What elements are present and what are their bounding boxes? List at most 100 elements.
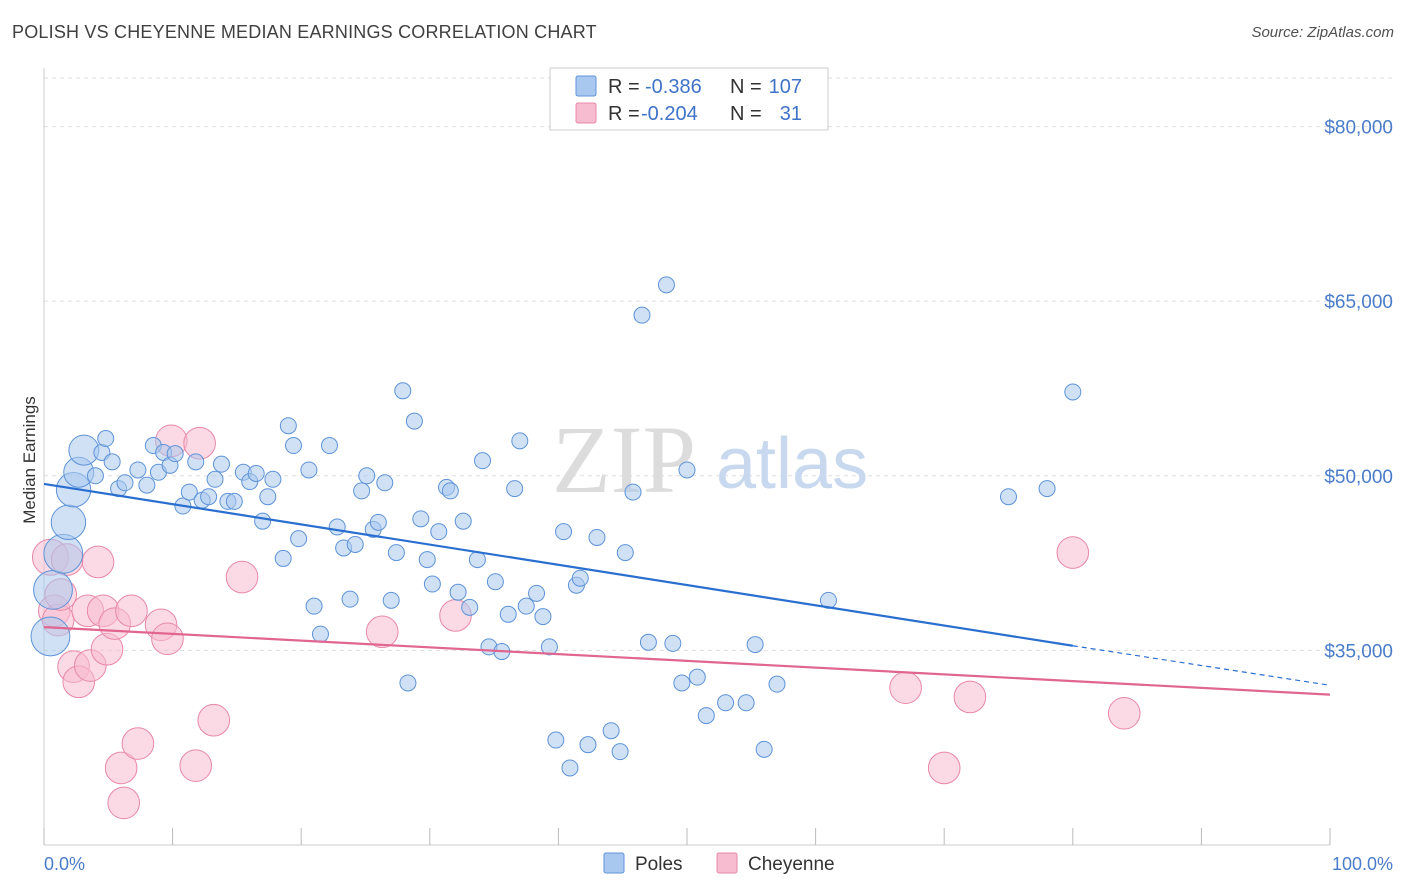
poles-point: [534, 608, 552, 626]
poles-point: [300, 461, 318, 479]
watermark-zip: ZIP: [552, 406, 696, 513]
poles-point: [382, 591, 400, 609]
cheyenne-point: [121, 727, 155, 760]
poles-point: [279, 417, 297, 435]
y-axis-label: Median Earnings: [20, 396, 39, 524]
poles-point: [697, 707, 715, 725]
cheyenne-point: [197, 703, 231, 737]
poles-point: [1000, 488, 1017, 506]
legend-r-label-poles: R =: [608, 76, 640, 98]
poles-point: [517, 597, 535, 615]
legend-swatch-poles: [575, 75, 597, 97]
poles-point: [328, 518, 346, 536]
poles-point: [616, 544, 634, 562]
poles-point: [555, 523, 573, 541]
poles-point: [346, 535, 364, 553]
poles-point: [664, 634, 682, 652]
cheyenne-point: [927, 751, 961, 785]
poles-point: [50, 504, 87, 541]
cheyenne-point: [365, 615, 399, 649]
poles-point: [290, 530, 308, 548]
poles-point: [633, 306, 651, 324]
trend-lines: [43, 482, 1331, 696]
poles-point: [1064, 383, 1082, 401]
poles-point: [43, 533, 84, 574]
series-legend: Poles Cheyenne: [603, 852, 835, 875]
poles-point: [341, 590, 359, 608]
poles-point: [33, 569, 73, 610]
legend-n-label-cheyenne: N =: [730, 103, 762, 125]
legend-r-value-cheyenne: -0.204: [641, 103, 698, 125]
cheyenne-point: [104, 751, 138, 785]
poles-point: [657, 276, 675, 294]
cheyenne-point: [107, 786, 141, 820]
poles-point: [678, 461, 696, 479]
poles-point: [602, 722, 620, 740]
cheyenne-point: [151, 622, 184, 656]
poles-point: [376, 474, 394, 492]
watermark-atlas: atlas: [716, 424, 868, 504]
poles-point: [441, 482, 459, 500]
y-tick-labels: $35,000 $50,000 $65,000 $80,000: [1324, 118, 1393, 663]
poles-point: [737, 694, 755, 712]
legend-swatch-cheyenne-bottom: [716, 852, 738, 874]
poles-point: [86, 467, 104, 485]
poles-point: [225, 492, 243, 510]
poles-point: [97, 430, 115, 448]
poles-point: [212, 455, 230, 473]
poles-point: [129, 461, 147, 479]
poles-point: [418, 551, 436, 569]
x-tick-labels: 0.0% 100.0%: [44, 854, 1393, 874]
poles-point: [180, 483, 198, 501]
poles-point: [187, 453, 205, 471]
poles-point: [206, 470, 224, 488]
poles-point: [387, 544, 405, 562]
y-tick-label: $65,000: [1324, 292, 1393, 313]
legend-r-value-poles: -0.386: [645, 76, 702, 98]
poles-point: [461, 598, 479, 616]
poles-point: [305, 597, 323, 615]
poles-point: [423, 575, 441, 593]
poles-point: [200, 488, 218, 506]
axes: [43, 68, 1331, 846]
x-tick-label: 100.0%: [1332, 854, 1393, 874]
poles-point: [254, 512, 272, 530]
poles-point: [624, 483, 642, 501]
poles-point: [103, 453, 121, 471]
poles-point: [369, 513, 387, 531]
watermark: ZIP atlas: [552, 406, 868, 513]
poles-point: [259, 488, 277, 506]
poles-trend-extension: [1072, 645, 1331, 686]
legend-swatch-cheyenne: [575, 102, 597, 124]
legend-r-label-cheyenne: R =: [608, 103, 640, 125]
poles-point: [247, 464, 265, 482]
poles-point: [454, 512, 472, 530]
cheyenne-point: [179, 749, 213, 782]
poles-point: [399, 674, 417, 692]
poles-point: [430, 523, 448, 541]
poles-point: [274, 549, 292, 567]
poles-point: [506, 480, 524, 498]
poles-point: [30, 616, 71, 657]
correlation-legend: R = -0.386 N = 107 R = -0.204 N = 31: [549, 67, 829, 131]
cheyenne-point: [225, 560, 259, 594]
poles-point: [688, 668, 706, 686]
poles-point: [264, 470, 282, 488]
poles-point: [284, 437, 302, 455]
poles-point: [358, 467, 376, 485]
poles-point: [561, 759, 579, 777]
legend-n-value-cheyenne: 31: [780, 103, 802, 125]
legend-n-value-poles: 107: [769, 76, 802, 98]
y-tick-label: $80,000: [1324, 118, 1393, 139]
source-label: Source: ZipAtlas.com: [1251, 24, 1394, 41]
poles-point: [540, 638, 558, 656]
poles-point: [768, 675, 786, 693]
x-tick-label: 0.0%: [44, 854, 85, 874]
legend-label-cheyenne: Cheyenne: [748, 854, 835, 875]
poles-point: [116, 474, 134, 492]
cheyenne-point: [889, 671, 922, 704]
poles-point: [353, 482, 371, 500]
poles-point: [499, 605, 517, 623]
cheyenne-point: [81, 545, 115, 579]
